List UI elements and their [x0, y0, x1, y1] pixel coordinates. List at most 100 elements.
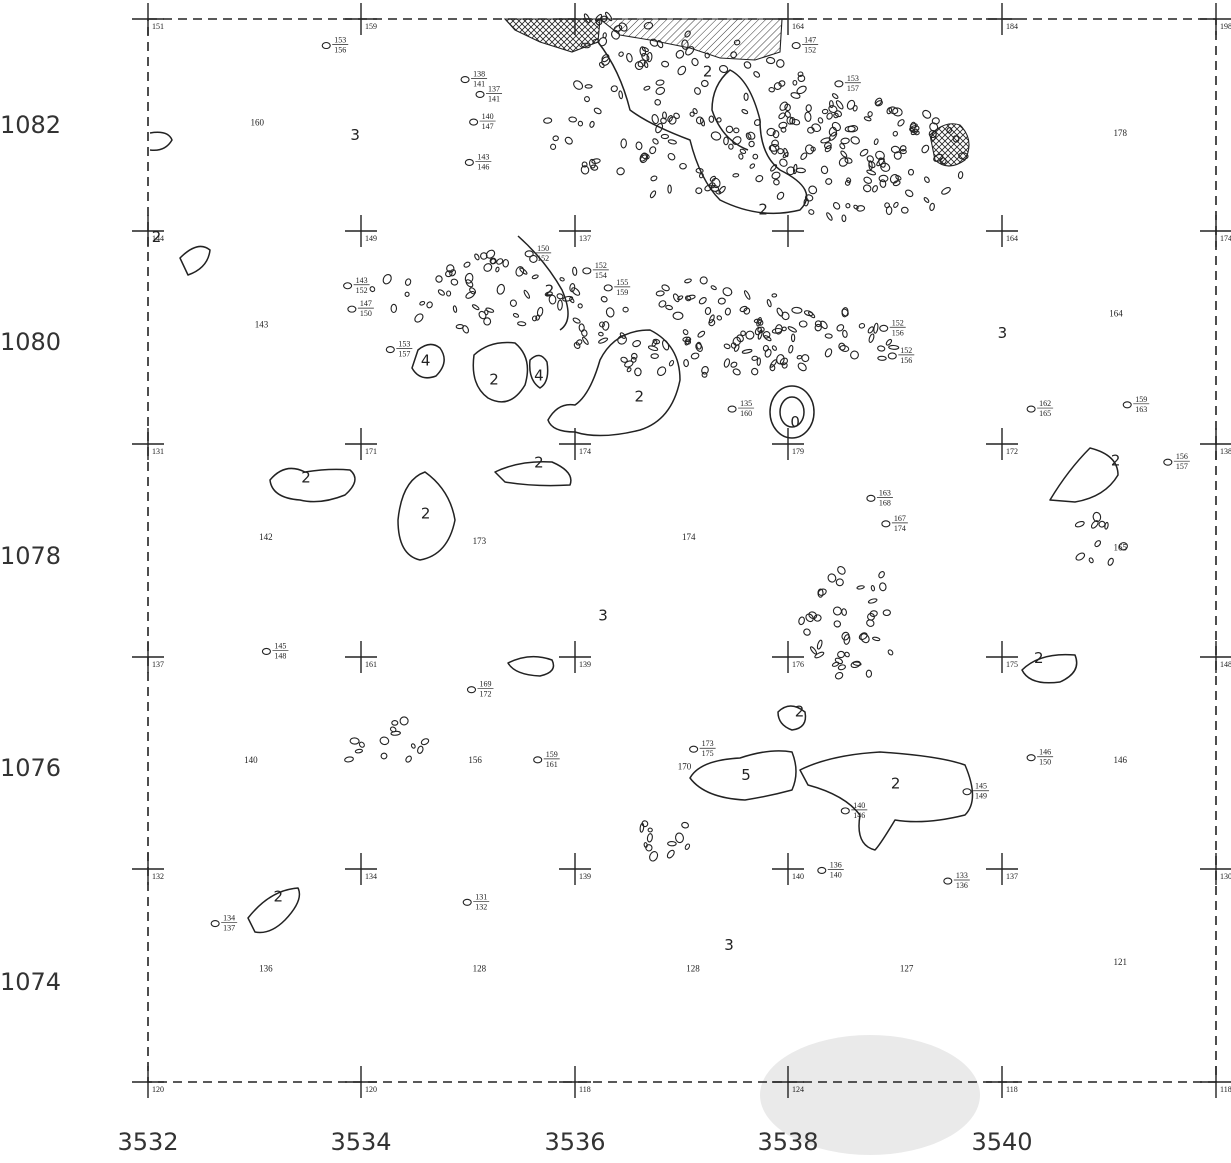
relief-blob: [834, 657, 844, 665]
grid-corner-value: 184: [1006, 22, 1018, 31]
x-tick-label: 3534: [330, 1128, 391, 1156]
x-tick-label: 3538: [757, 1128, 818, 1156]
grid-corner-value: 124: [792, 1085, 804, 1094]
contour-class-labels: 3 2 2 2 2 4 2 4 2 0 3 2 2 2 2 3 2 2 5 2 2 3: [152, 62, 1121, 954]
relief-blob: [584, 96, 590, 103]
fraction-denominator: 152: [804, 46, 816, 55]
relief-blob: [655, 86, 666, 95]
fraction-denominator: 152: [356, 286, 368, 295]
relief-blob: [686, 294, 696, 300]
relief-blob: [420, 738, 430, 746]
relief-blob: [649, 38, 659, 47]
fraction-numerator: 159: [546, 750, 558, 759]
relief-blob: [672, 311, 684, 320]
relief-blob: [419, 300, 426, 306]
fraction-numerator: 169: [479, 680, 491, 689]
relief-blob: [808, 185, 818, 195]
grid-corner-value: 174: [1220, 234, 1231, 243]
relief-blob: [762, 331, 771, 339]
relief-blob: [778, 80, 786, 87]
relief-blob: [791, 306, 803, 314]
relief-blob: [559, 277, 565, 282]
cell-value: 164: [1109, 309, 1123, 319]
relief-blob: [709, 175, 717, 182]
contour-mid-e: [547, 329, 681, 437]
hatched-zone-north-east: [598, 18, 783, 61]
relief-blob: [958, 152, 969, 160]
relief-blob: [701, 366, 709, 375]
cell-value: 128: [473, 963, 487, 973]
grid-cross: [345, 3, 377, 35]
relief-blob: [483, 317, 492, 326]
relief-blob: [646, 833, 653, 843]
relief-blob: [824, 145, 832, 153]
fraction-denominator: 163: [1135, 405, 1147, 414]
relief-blob: [700, 79, 709, 88]
relief-blob: [610, 29, 621, 40]
relief-blob: [824, 348, 833, 358]
grid-crosses: [132, 3, 1231, 1098]
grid-corner-value: 172: [1006, 447, 1018, 456]
grid-cross: [559, 853, 591, 885]
relief-blob: [846, 99, 856, 110]
relief-blob: [645, 844, 653, 852]
fraction-denominator: 156: [334, 46, 346, 55]
relief-blob: [695, 342, 703, 352]
relief-blob: [892, 130, 898, 137]
relief-blob: [446, 264, 455, 273]
relief-blob: [888, 344, 900, 350]
relief-blob: [840, 150, 848, 158]
relief-blob: [904, 189, 914, 198]
relief-blob: [866, 169, 877, 176]
relief-blob: [685, 46, 695, 56]
relief-blob: [584, 84, 593, 89]
relief-blob: [598, 331, 604, 337]
relief-blob: [523, 289, 531, 299]
relief-blob: [485, 307, 495, 313]
fraction-numerator: 131: [475, 892, 487, 901]
relief-blob: [797, 74, 806, 83]
relief-blob: [483, 263, 493, 272]
grid-cross: [559, 1066, 591, 1098]
fraction-numerator: 135: [740, 399, 752, 408]
relief-blob: [805, 104, 812, 113]
grid-cross: [345, 853, 377, 885]
grid-cross: [772, 1066, 804, 1098]
relief-blob: [957, 171, 964, 180]
relief-blob: [900, 206, 909, 214]
grid-corner-value: 120: [152, 1085, 164, 1094]
grid-corner-value: 151: [152, 22, 164, 31]
relief-blob: [839, 345, 850, 352]
relief-blob: [929, 122, 939, 132]
relief-blob: [789, 116, 796, 125]
relief-blob: [856, 585, 865, 590]
fraction-numerator: 173: [702, 739, 714, 748]
grid-cross: [1200, 1066, 1231, 1098]
relief-blob: [643, 21, 654, 30]
contour-depression-outer: [769, 385, 815, 439]
relief-blob: [390, 303, 398, 314]
relief-blob: [716, 117, 722, 123]
relief-blob: [544, 291, 553, 297]
contour-north: [597, 41, 808, 215]
relief-blob: [577, 303, 583, 309]
class-label: 2: [1034, 649, 1044, 667]
class-label: 2: [274, 887, 284, 905]
relief-blob: [844, 651, 850, 658]
relief-blob: [571, 287, 581, 296]
fraction-denominator: 150: [360, 309, 372, 318]
relief-blob: [455, 324, 464, 330]
relief-blob: [909, 127, 916, 134]
grid-cross: [772, 3, 804, 35]
contour-r4-e: [799, 751, 974, 851]
class-label: 2: [891, 775, 901, 793]
fraction-numerator: 147: [804, 36, 816, 45]
relief-blob: [764, 348, 772, 358]
